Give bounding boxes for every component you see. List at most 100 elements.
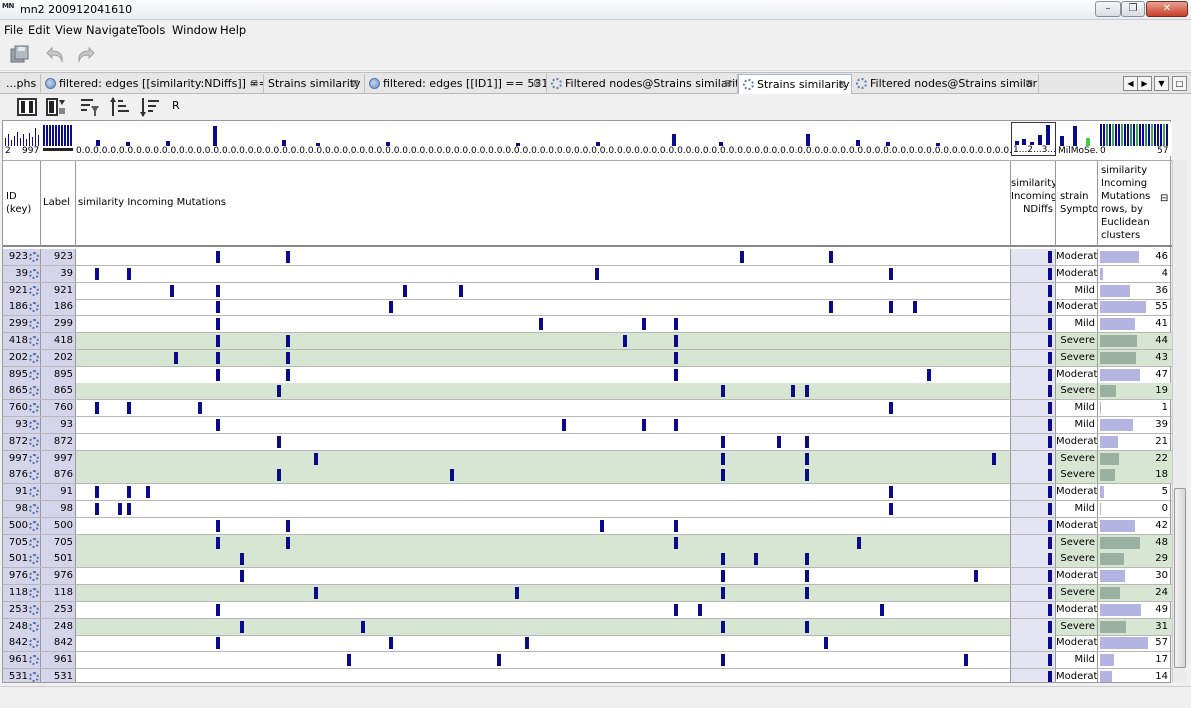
table-row[interactable]: 299 299 Mild 41 <box>3 316 1172 334</box>
node-gear-icon[interactable] <box>29 487 39 498</box>
tab-close-icon[interactable]: ⊠ <box>724 79 732 89</box>
scrollbar-thumb[interactable] <box>1174 488 1186 668</box>
node-gear-icon[interactable] <box>29 520 39 531</box>
undo-icon[interactable] <box>44 43 68 67</box>
ndiffs-histogram[interactable]: 1...2...3...4.. <box>1011 122 1067 156</box>
row-id-cell[interactable]: 418 <box>3 333 41 349</box>
tab-close-icon[interactable]: ⊠ <box>1025 79 1033 89</box>
table-row[interactable]: 876 876 Severe 18 <box>3 467 1172 485</box>
node-gear-icon[interactable] <box>29 352 39 363</box>
node-gear-icon[interactable] <box>29 386 39 397</box>
menu-view[interactable]: View <box>55 23 83 37</box>
sort-asc-icon[interactable] <box>109 96 131 118</box>
table-row[interactable]: 760 760 Mild 1 <box>3 400 1172 418</box>
tab-list-button[interactable]: ▼ <box>1154 76 1169 91</box>
tab-6[interactable]: Filtered nodes@Strains similarity ⊠ <box>852 74 1039 94</box>
table-row[interactable]: 118 118 Severe 24 <box>3 585 1172 602</box>
save-all-icon[interactable] <box>8 43 32 67</box>
table-row[interactable]: 93 93 Mild 39 <box>3 417 1172 434</box>
table-row[interactable]: 997 997 Severe 22 <box>3 450 1172 468</box>
row-id-cell[interactable]: 186 <box>3 299 41 316</box>
node-gear-icon[interactable] <box>29 672 39 682</box>
node-gear-icon[interactable] <box>29 621 39 632</box>
node-gear-icon[interactable] <box>29 252 39 262</box>
filter-icon[interactable] <box>79 96 101 118</box>
tab-4[interactable]: Filtered nodes@Strains similarity ⊠ <box>547 74 738 94</box>
node-gear-icon[interactable] <box>29 638 39 649</box>
node-gear-icon[interactable] <box>29 604 39 615</box>
tab-close-icon[interactable]: ⊠ <box>533 79 541 89</box>
close-button[interactable]: ✕ <box>1146 1 1188 17</box>
columns-icon[interactable] <box>16 96 38 118</box>
maximize-button[interactable]: ❐ <box>1121 1 1145 17</box>
menu-edit[interactable]: Edit <box>28 23 51 37</box>
row-id-cell[interactable]: 501 <box>3 551 41 568</box>
column-menu-icon[interactable]: ⊟ <box>1160 193 1169 204</box>
id-histogram[interactable]: 2 997 <box>3 122 41 156</box>
menu-window[interactable]: Window <box>172 23 218 37</box>
row-id-cell[interactable]: 253 <box>3 601 41 618</box>
table-row[interactable]: 202 202 Severe 43 <box>3 349 1172 367</box>
row-id-cell[interactable]: 202 <box>3 349 41 366</box>
node-gear-icon[interactable] <box>29 554 39 565</box>
table-row[interactable]: 418 418 Severe 44 <box>3 333 1172 350</box>
node-gear-icon[interactable] <box>29 268 39 279</box>
tab-1[interactable]: filtered: edges [[similarity:NDiffs]] ==… <box>41 74 264 94</box>
node-gear-icon[interactable] <box>29 302 39 313</box>
row-id-cell[interactable]: 93 <box>3 417 41 433</box>
node-gear-icon[interactable] <box>29 369 39 380</box>
redo-icon[interactable] <box>73 43 97 67</box>
menu-navigate[interactable]: Navigate <box>86 23 138 37</box>
menu-file[interactable]: File <box>4 23 24 37</box>
row-id-cell[interactable]: 961 <box>3 652 41 669</box>
tab-close-icon[interactable]: ⊠ <box>351 79 359 89</box>
node-gear-icon[interactable] <box>29 537 39 548</box>
row-id-cell[interactable]: 500 <box>3 517 41 534</box>
tab-2[interactable]: Strains similarity ⊠ <box>264 74 365 94</box>
row-id-cell[interactable]: 997 <box>3 450 41 467</box>
row-id-cell[interactable]: 976 <box>3 568 41 585</box>
node-gear-icon[interactable] <box>29 319 39 330</box>
node-gear-icon[interactable] <box>29 571 39 582</box>
row-id-cell[interactable]: 118 <box>3 585 41 601</box>
header-id[interactable]: ID (key) <box>3 161 41 246</box>
row-id-cell[interactable]: 98 <box>3 501 41 517</box>
row-id-cell[interactable]: 531 <box>3 669 41 682</box>
header-cluster[interactable]: similarity Incoming Mutations rows, by E… <box>1101 165 1151 241</box>
header-label[interactable]: Label <box>41 161 76 246</box>
row-id-cell[interactable]: 872 <box>3 433 41 450</box>
node-gear-icon[interactable] <box>29 470 39 481</box>
header-ndiffs[interactable]: similarity Incoming NDiffs <box>1011 161 1056 246</box>
r-label[interactable]: R <box>172 99 180 112</box>
row-id-cell[interactable]: 91 <box>3 484 41 501</box>
node-gear-icon[interactable] <box>29 436 39 447</box>
row-id-cell[interactable]: 842 <box>3 635 41 652</box>
row-id-cell[interactable]: 921 <box>3 282 41 299</box>
header-symptom[interactable]: strain Symptoms <box>1056 161 1098 246</box>
table-row[interactable]: 865 865 Severe 19 <box>3 383 1172 401</box>
mutations-histogram[interactable]: 0.0.0.0.0.0.0.0.0.0.0.0.0.0.0.0.0.0.0.0.… <box>76 122 1011 156</box>
tab-0[interactable]: ...phs <box>2 74 41 94</box>
minimize-button[interactable]: – <box>1095 1 1121 17</box>
vertical-scrollbar[interactable] <box>1172 160 1187 683</box>
symptom-histogram[interactable]: MilMoSe. <box>1056 122 1098 156</box>
scroll-tabs-left-button[interactable]: ◀ <box>1123 76 1138 91</box>
tab-close-icon[interactable]: ⊠ <box>250 79 258 89</box>
menu-help[interactable]: Help <box>220 23 247 37</box>
tab-3[interactable]: filtered: edges [[ID1]] == 531 ⊠ <box>365 74 547 94</box>
row-id-cell[interactable]: 39 <box>3 265 41 282</box>
maximize-tab-button[interactable]: □ <box>1172 76 1187 91</box>
node-gear-icon[interactable] <box>29 504 39 514</box>
table-row[interactable]: 248 248 Severe 31 <box>3 618 1172 636</box>
sort-icon[interactable] <box>45 96 67 118</box>
row-id-cell[interactable]: 248 <box>3 618 41 635</box>
